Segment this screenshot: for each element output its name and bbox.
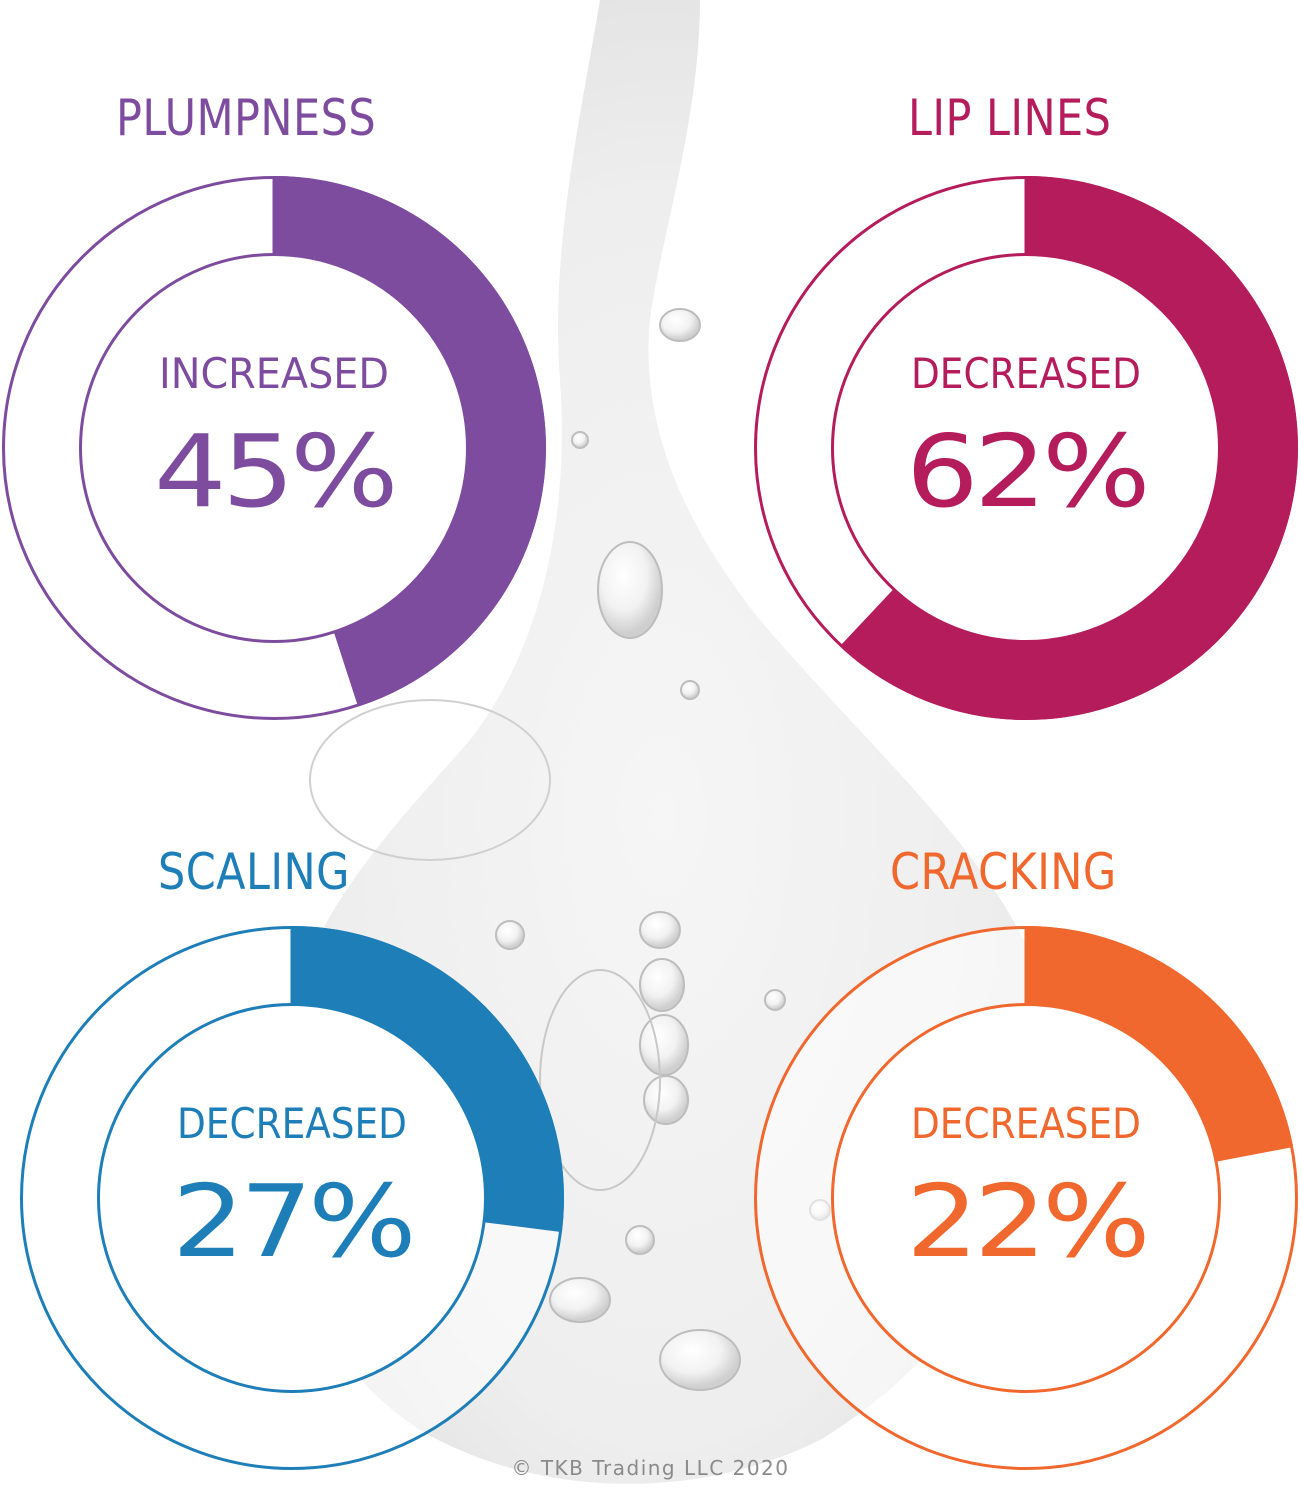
donut-value-slice — [274, 176, 546, 707]
chart-title: LIP LINES — [908, 89, 1112, 147]
chart-title: PLUMPNESS — [116, 89, 377, 147]
donut-caption: DECREASED — [177, 1099, 407, 1148]
scaling-panel: SCALING DECREASED 27% — [0, 740, 650, 1470]
plumpness-panel: PLUMPNESS INCREASED 45% — [0, 0, 650, 740]
donut-caption: INCREASED — [159, 349, 389, 398]
donut-chart: DECREASED 22% — [754, 926, 1298, 1470]
donut-chart: INCREASED 45% — [2, 176, 546, 720]
copyright-text: © TKB Trading LLC 2020 — [511, 1456, 790, 1480]
donut-caption: DECREASED — [911, 1099, 1141, 1148]
donut-value-slice — [1026, 926, 1294, 1163]
donut-caption: DECREASED — [911, 349, 1141, 398]
donut-chart: DECREASED 27% — [20, 926, 564, 1470]
donut-value-label: 45% — [154, 413, 394, 530]
donut-chart: DECREASED 62% — [754, 175, 1298, 720]
cracking-panel: CRACKING DECREASED 22% — [650, 740, 1301, 1470]
chart-title: SCALING — [158, 843, 350, 901]
donut-value-slice — [292, 926, 564, 1233]
donut-value-label: 62% — [906, 413, 1146, 530]
chart-title: CRACKING — [890, 843, 1117, 901]
donut-value-label: 27% — [172, 1163, 412, 1280]
lip-lines-panel: LIP LINES DECREASED 62% — [650, 0, 1301, 740]
donut-value-label: 22% — [906, 1163, 1146, 1280]
gel-bubbles — [309, 308, 831, 1391]
donut-value-slice — [839, 175, 1298, 720]
